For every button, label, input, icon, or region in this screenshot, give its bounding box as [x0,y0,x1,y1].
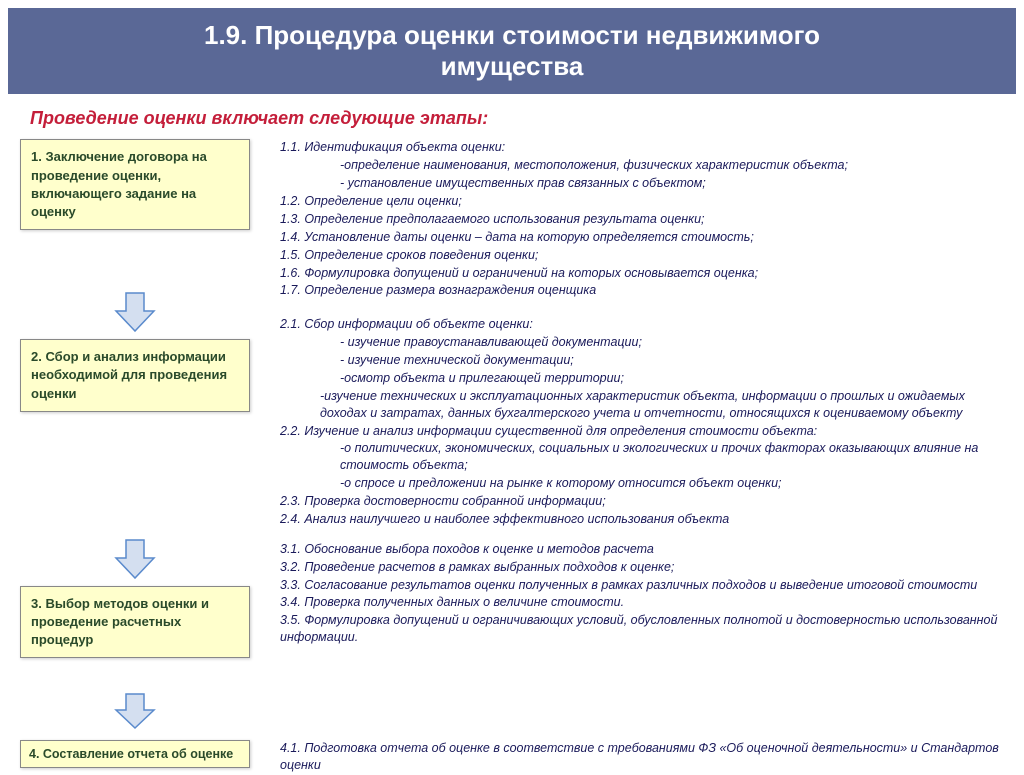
details-column: 1.1. Идентификация объекта оценки: -опре… [250,139,1014,736]
s2-l2b: -о спросе и предложении на рынке к котор… [280,475,1004,492]
slide-header: 1.9. Процедура оценки стоимости недвижим… [8,8,1016,94]
s3-l1: 3.1. Обоснование выбора походов к оценке… [280,541,1004,558]
down-arrow-icon [112,692,158,730]
s2-l1d: -изучение технических и эксплуатационных… [280,388,1004,422]
s2-l4: 2.4. Анализ наилучшего и наиболее эффект… [280,511,1004,528]
s1-l5: 1.5. Определение сроков поведения оценки… [280,247,1004,264]
s3-l4: 3.4. Проверка полученных данных о величи… [280,594,1004,611]
content-area: 1. Заключение договора на проведение оце… [0,139,1024,736]
s3-l3: 3.3. Согласование результатов оценки пол… [280,577,1004,594]
s1-l7: 1.7. Определение размера вознаграждения … [280,282,1004,299]
s1-l4: 1.4. Установление даты оценки – дата на … [280,229,1004,246]
step-4-box: 4. Составление отчета об оценке [20,740,250,768]
arrow-3 [20,686,250,736]
s3-l2: 3.2. Проведение расчетов в рамках выбран… [280,559,1004,576]
step-2-box: 2. Сбор и анализ информации необходимой … [20,339,250,412]
s1-l1: 1.1. Идентификация объекта оценки: [280,139,1004,156]
section-3: 3.1. Обоснование выбора походов к оценке… [280,541,1004,646]
s2-l1b: - изучение технической документации; [280,352,1004,369]
s2-l3: 2.3. Проверка достоверности собранной ин… [280,493,1004,510]
slide-subtitle: Проведение оценки включает следующие эта… [0,94,1024,139]
title-line-1: 1.9. Процедура оценки стоимости недвижим… [204,20,820,50]
step-4-row: 4. Составление отчета об оценке 4.1. Под… [0,740,1024,774]
s2-l1: 2.1. Сбор информации об объекте оценки: [280,316,1004,333]
arrow-2 [20,532,250,586]
slide-title: 1.9. Процедура оценки стоимости недвижим… [28,20,996,82]
s2-l2: 2.2. Изучение и анализ информации сущест… [280,423,1004,440]
s2-l1c: -осмотр объекта и прилегающей территории… [280,370,1004,387]
s3-l5: 3.5. Формулировка допущений и ограничива… [280,612,1004,646]
section-4: 4.1. Подготовка отчета об оценке в соотв… [250,740,1014,774]
arrow-1 [20,285,250,339]
down-arrow-icon [112,291,158,333]
step-3-box: 3. Выбор методов оценки и проведение рас… [20,586,250,659]
s2-l2a: -о политических, экономических, социальн… [280,440,1004,474]
s2-l1a: - изучение правоустанавливающей документ… [280,334,1004,351]
s1-l1b: - установление имущественных прав связан… [280,175,1004,192]
title-line-2: имущества [441,51,584,81]
s1-l2: 1.2. Определение цели оценки; [280,193,1004,210]
down-arrow-icon [112,538,158,580]
steps-column: 1. Заключение договора на проведение оце… [10,139,250,736]
section-1: 1.1. Идентификация объекта оценки: -опре… [280,139,1004,299]
s1-l6: 1.6. Формулировка допущений и ограничени… [280,265,1004,282]
s1-l3: 1.3. Определение предполагаемого использ… [280,211,1004,228]
step-1-box: 1. Заключение договора на проведение оце… [20,139,250,230]
section-2: 2.1. Сбор информации об объекте оценки: … [280,316,1004,528]
s1-l1a: -определение наименования, местоположени… [280,157,1004,174]
